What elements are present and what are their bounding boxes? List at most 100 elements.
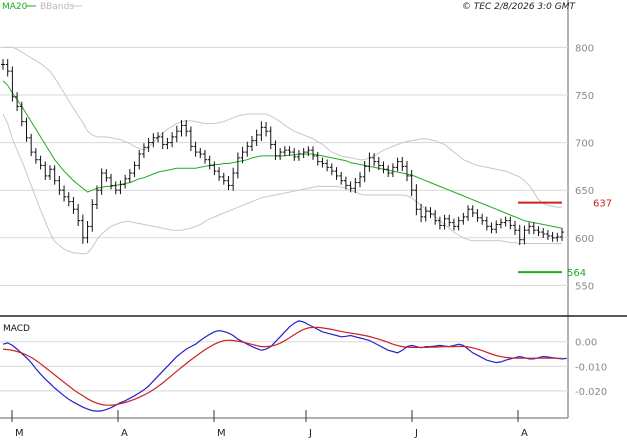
ohlc-bar (5, 59, 10, 77)
ohlc-bars (1, 59, 564, 246)
ohlc-bar (508, 216, 513, 230)
ohlc-bar (240, 146, 245, 164)
price-y-tick-label: 700 (575, 139, 594, 150)
ohlc-bar (217, 167, 222, 181)
ohlc-bar (212, 161, 217, 176)
ohlc-bar (94, 185, 99, 210)
ohlc-bar (404, 161, 409, 182)
ohlc-bar (560, 228, 564, 241)
ohlc-bar (231, 167, 236, 191)
ohlc-bar (381, 161, 386, 174)
ohlc-bar (71, 196, 76, 214)
ohlc-bar (428, 207, 433, 218)
macd-y-tick-label: -0.020 (575, 387, 607, 398)
ohlc-bar (315, 151, 320, 166)
ohlc-bar (494, 220, 499, 234)
ohlc-bar (343, 176, 348, 190)
price-y-tick-labels: 550 600 650 700 750 800 (575, 43, 594, 292)
ohlc-bar (226, 176, 231, 191)
ohlc-bar (273, 140, 278, 160)
ohlc-bar (527, 222, 532, 235)
ohlc-bar (498, 218, 503, 229)
x-tick-label: J (308, 428, 312, 439)
ohlc-bar (419, 203, 424, 223)
ohlc-bar (188, 126, 193, 152)
ohlc-bar (348, 181, 353, 193)
ohlc-bar (414, 184, 419, 216)
price-levels: 637 564 (518, 199, 612, 279)
ohlc-bar (320, 157, 325, 168)
ohlc-bar (545, 230, 550, 240)
ohlc-bar (367, 152, 372, 172)
ohlc-bar (541, 228, 546, 238)
ohlc-bar (221, 172, 226, 185)
ohlc-bar (311, 146, 316, 160)
bbands-lower-line (2, 113, 562, 255)
ma20-line (2, 80, 563, 229)
ohlc-bar (43, 161, 48, 180)
legend-bbands: BBands (40, 2, 74, 12)
ohlc-bar (409, 169, 414, 197)
price-y-tick-label: 550 (575, 281, 594, 292)
level-label-resistance: 637 (593, 199, 612, 210)
macd-panel-label: MACD (3, 324, 30, 334)
ohlc-bar (292, 148, 297, 161)
ohlc-bar (33, 148, 38, 164)
ohlc-bar (156, 132, 161, 143)
ohlc-bar (423, 206, 428, 222)
ohlc-bar (85, 221, 90, 244)
ohlc-bar (503, 216, 508, 227)
ohlc-bar (353, 177, 358, 193)
ohlc-bar (47, 165, 52, 180)
ohlc-bar (235, 152, 240, 179)
ohlc-bar (66, 192, 71, 207)
ohlc-bar (451, 218, 456, 231)
ohlc-bar (245, 141, 250, 157)
ohlc-bar (57, 176, 62, 195)
price-grid (0, 46, 568, 286)
ohlc-bar (358, 172, 363, 188)
x-tick-label: A (121, 428, 128, 439)
ohlc-bar (29, 133, 34, 157)
ohlc-bar (62, 185, 67, 202)
ohlc-bar (550, 231, 555, 242)
ohlc-bar (38, 155, 43, 170)
source-timestamp: © TEC 2/8/2026 3:0 GMT (462, 2, 577, 12)
legend-ma20: MA20 (2, 2, 28, 12)
ohlc-bar (10, 66, 15, 102)
ohlc-bar (207, 155, 212, 170)
ohlc-bar (113, 181, 118, 195)
ohlc-bar (287, 146, 292, 157)
macd-line (2, 320, 567, 412)
ohlc-bar (146, 137, 151, 152)
ohlc-bar (170, 132, 175, 148)
macd-y-tick-label: 0.00 (575, 338, 597, 349)
ohlc-bar (386, 165, 391, 178)
ohlc-bar (52, 165, 57, 185)
ohlc-bar (475, 209, 480, 222)
ohlc-bar (127, 169, 132, 183)
x-tick-label: J (414, 428, 418, 439)
price-y-tick-label: 800 (575, 43, 594, 54)
signal-line (2, 326, 562, 406)
ohlc-bar (522, 225, 527, 245)
ohlc-bar (118, 180, 123, 195)
macd-y-tick-labels: 0.00 -0.010 -0.020 (575, 338, 607, 398)
ohlc-bar (104, 169, 109, 182)
ohlc-bar (137, 150, 142, 170)
ohlc-bar (90, 199, 95, 232)
ohlc-bar (123, 174, 128, 189)
x-tick-label: M (15, 428, 24, 439)
ohlc-bar (489, 222, 494, 234)
ohlc-bar (278, 148, 283, 160)
panel-frames (0, 0, 627, 419)
ohlc-bar (362, 161, 367, 183)
ohlc-bar (442, 214, 447, 230)
ohlc-bar (193, 141, 198, 157)
price-y-tick-label: 650 (575, 186, 594, 197)
ohlc-bar (132, 161, 137, 178)
ohlc-bar (555, 232, 560, 242)
price-y-tick-label: 600 (575, 234, 594, 245)
